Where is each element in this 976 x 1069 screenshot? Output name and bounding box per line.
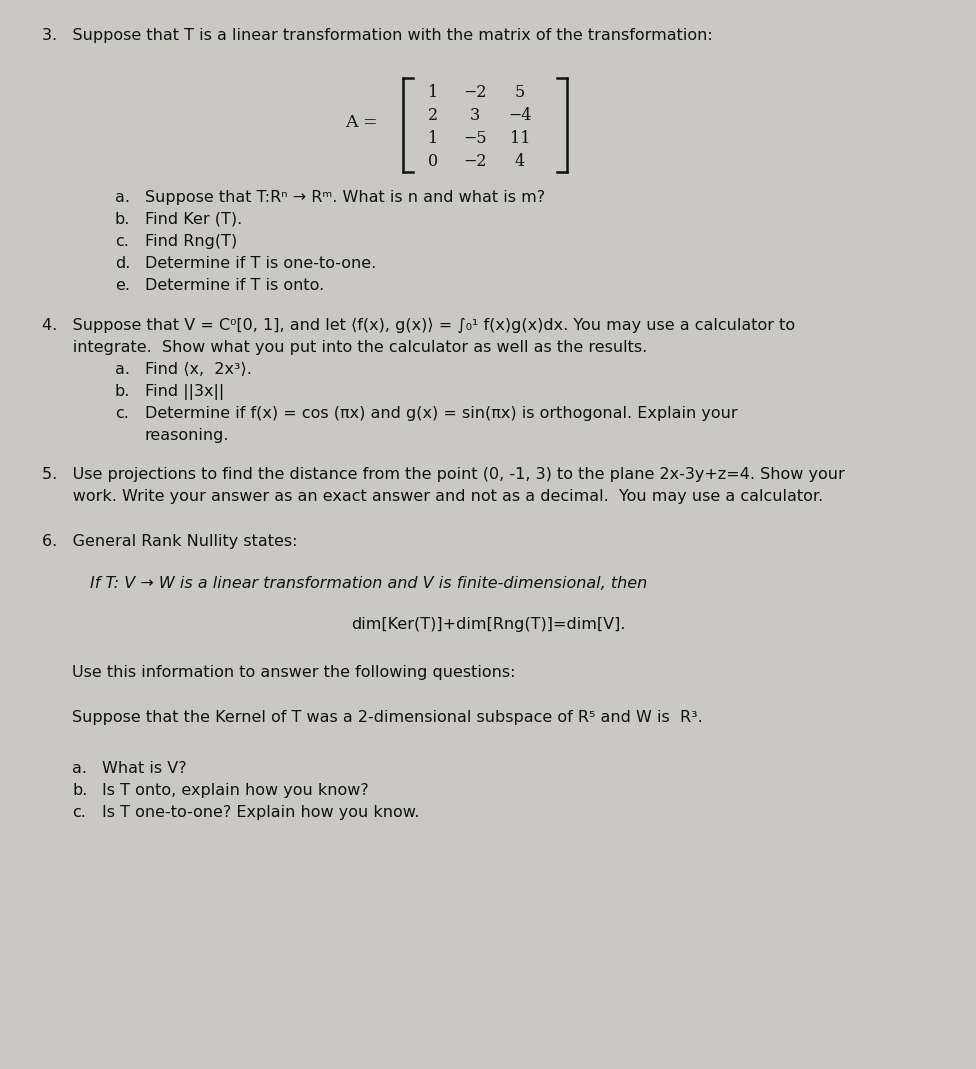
Text: Determine if T is onto.: Determine if T is onto. <box>145 278 324 293</box>
Text: 1: 1 <box>427 84 438 100</box>
Text: a.: a. <box>72 761 87 776</box>
Text: work. Write your answer as an exact answer and not as a decimal.  You may use a : work. Write your answer as an exact answ… <box>42 490 823 505</box>
Text: a.: a. <box>115 361 130 376</box>
Text: 0: 0 <box>427 153 438 170</box>
Text: c.: c. <box>72 805 86 820</box>
Text: a.: a. <box>115 190 130 205</box>
Text: b.: b. <box>115 384 131 399</box>
Text: 5.   Use projections to find the distance from the point (0, -1, 3) to the plane: 5. Use projections to find the distance … <box>42 467 845 482</box>
Text: Find ⟨x,  2x³⟩.: Find ⟨x, 2x³⟩. <box>145 361 252 376</box>
Text: Find ||3x||: Find ||3x|| <box>145 384 224 400</box>
Text: b.: b. <box>72 784 88 799</box>
Text: 11: 11 <box>509 130 530 148</box>
Text: Is T one-to-one? Explain how you know.: Is T one-to-one? Explain how you know. <box>102 805 420 820</box>
Text: d.: d. <box>115 255 131 272</box>
Text: reasoning.: reasoning. <box>145 428 229 443</box>
Text: What is V?: What is V? <box>102 761 186 776</box>
Text: A =: A = <box>345 114 378 131</box>
Text: −4: −4 <box>508 107 532 124</box>
Text: 6.   General Rank Nullity states:: 6. General Rank Nullity states: <box>42 534 298 549</box>
Text: Suppose that the Kernel of T was a 2-dimensional subspace of R⁵ and W is  R³.: Suppose that the Kernel of T was a 2-dim… <box>72 710 703 725</box>
Text: If T: V → W is a linear transformation and V is finite-dimensional, then: If T: V → W is a linear transformation a… <box>90 575 647 590</box>
Text: Use this information to answer the following questions:: Use this information to answer the follo… <box>72 665 515 680</box>
Text: 4: 4 <box>515 153 525 170</box>
Text: dim[Ker(T)]+dim[Rng(T)]=dim[V].: dim[Ker(T)]+dim[Rng(T)]=dim[V]. <box>350 617 626 632</box>
Text: b.: b. <box>115 212 131 227</box>
Text: Determine if T is one-to-one.: Determine if T is one-to-one. <box>145 255 377 272</box>
Text: Find Ker (T).: Find Ker (T). <box>145 212 242 227</box>
Text: c.: c. <box>115 405 129 420</box>
Text: 3: 3 <box>469 107 480 124</box>
Text: 4.   Suppose that V = C⁰[0, 1], and let ⟨f(x), g(x)⟩ = ∫₀¹ f(x)g(x)dx. You may u: 4. Suppose that V = C⁰[0, 1], and let ⟨f… <box>42 317 795 332</box>
Text: integrate.  Show what you put into the calculator as well as the results.: integrate. Show what you put into the ca… <box>42 340 647 355</box>
Text: e.: e. <box>115 278 130 293</box>
Text: Determine if f(x) = cos (πx) and g(x) = sin(πx) is orthogonal. Explain your: Determine if f(x) = cos (πx) and g(x) = … <box>145 405 738 420</box>
Text: −2: −2 <box>464 84 487 100</box>
Text: c.: c. <box>115 234 129 249</box>
Text: −5: −5 <box>464 130 487 148</box>
Text: Suppose that T:Rⁿ → Rᵐ. What is n and what is m?: Suppose that T:Rⁿ → Rᵐ. What is n and wh… <box>145 190 546 205</box>
Text: 3.   Suppose that T is a linear transformation with the matrix of the transforma: 3. Suppose that T is a linear transforma… <box>42 28 712 43</box>
Text: Find Rng(T): Find Rng(T) <box>145 234 237 249</box>
Text: Is T onto, explain how you know?: Is T onto, explain how you know? <box>102 784 369 799</box>
Text: −2: −2 <box>464 153 487 170</box>
Text: 1: 1 <box>427 130 438 148</box>
Text: 5: 5 <box>515 84 525 100</box>
Text: 2: 2 <box>427 107 438 124</box>
